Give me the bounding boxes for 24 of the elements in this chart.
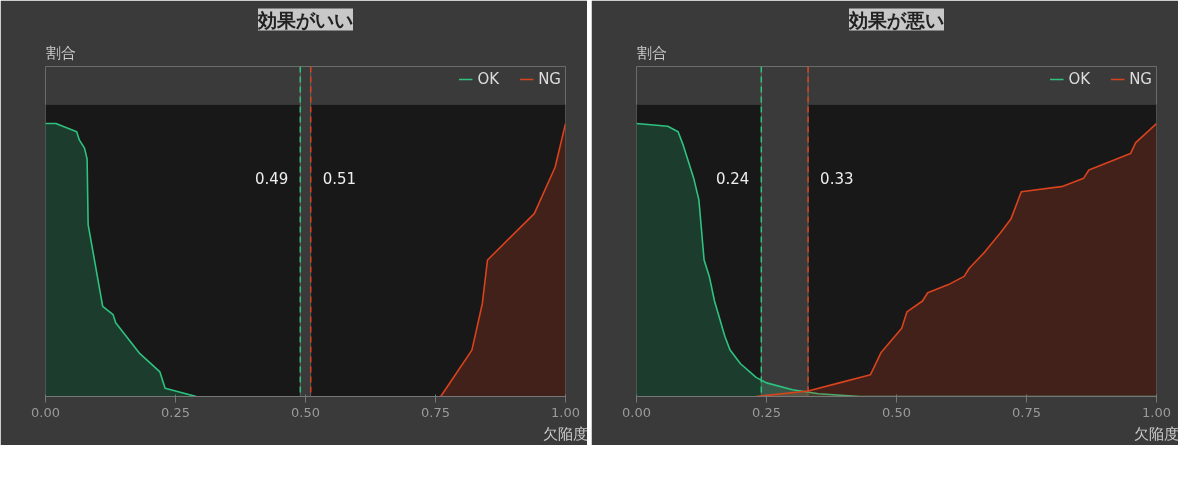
x-tick-label: 1.00	[1142, 404, 1171, 420]
x-tick-label: 0.00	[622, 404, 651, 420]
x-tick-label: 1.00	[551, 404, 580, 420]
y-axis-title: 割合	[45, 43, 76, 62]
x-tick-label: 0.00	[31, 404, 60, 420]
x-tick-label: 0.50	[291, 404, 320, 420]
ref-line-label: 0.49	[254, 170, 289, 189]
ref-line-label: 0.24	[715, 170, 750, 189]
legend-label: OK	[1068, 70, 1091, 88]
chart-title: 効果が悪い	[848, 8, 944, 31]
legend-label: OK	[477, 70, 500, 88]
x-axis-title: 欠陥度	[1134, 424, 1179, 443]
y-axis-title: 割合	[636, 43, 667, 62]
x-tick-label: 0.50	[882, 404, 911, 420]
legend-label: NG	[1129, 70, 1152, 88]
x-tick-label: 0.25	[161, 404, 190, 420]
x-tick-label: 0.75	[421, 404, 450, 420]
ref-line-label: 0.51	[322, 170, 357, 189]
x-tick-label: 0.75	[1012, 404, 1041, 420]
x-tick-label: 0.25	[752, 404, 781, 420]
chart-title: 効果がいい	[257, 8, 353, 31]
x-axis-title: 欠陥度	[543, 424, 588, 443]
ref-line-label: 0.33	[820, 170, 854, 189]
legend-label: NG	[538, 70, 561, 88]
